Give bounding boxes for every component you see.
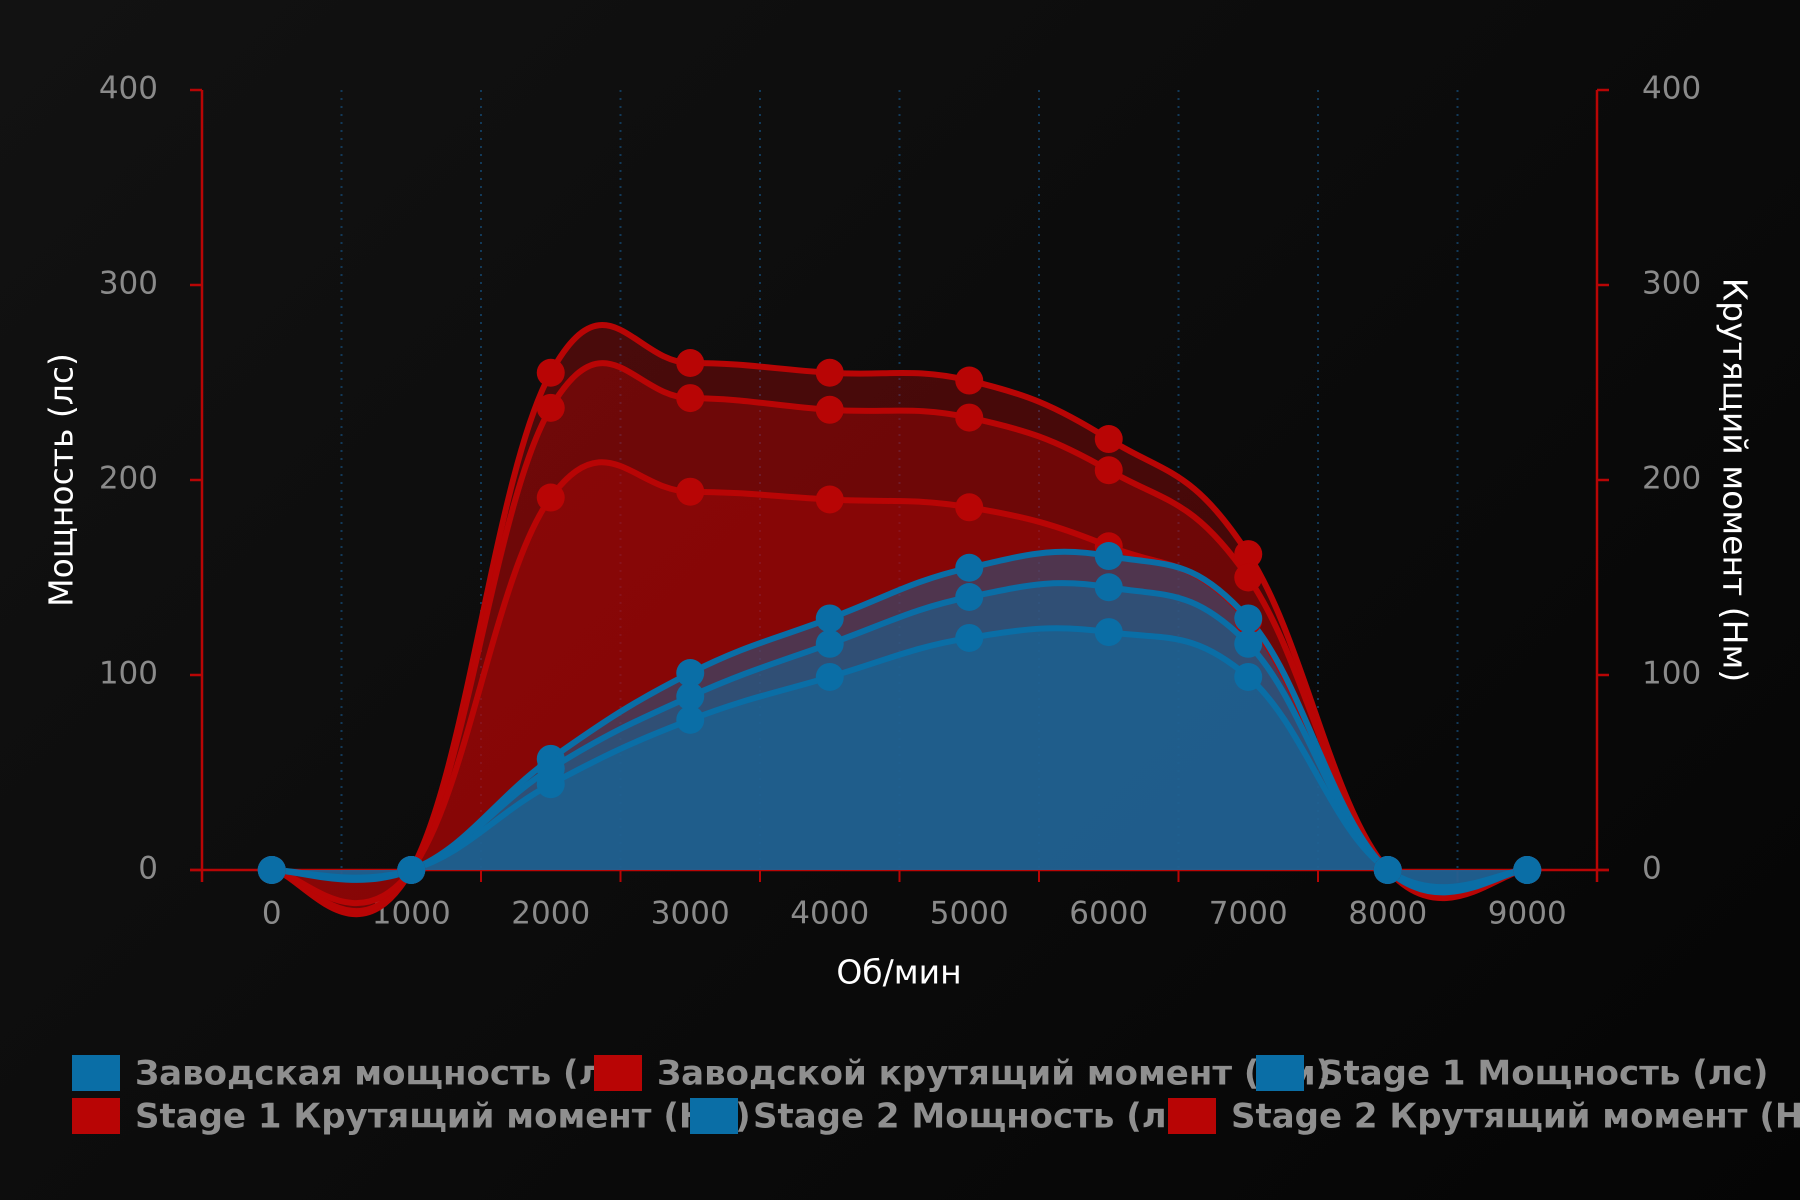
x-axis-title: Об/мин [836,953,961,992]
data-point [1234,563,1263,592]
series-line [271,580,1528,894]
y-tick-label: 100 [99,656,158,692]
data-point [1234,540,1263,569]
y-tick-label: 200 [99,461,158,497]
data-point [1094,425,1123,454]
data-point [1234,604,1263,633]
data-point [955,553,984,582]
data-point [676,477,705,506]
data-point [815,662,844,691]
legend-swatch [594,1055,642,1091]
x-tick-label: 4000 [790,896,869,932]
data-point [955,493,984,522]
legend-swatch [690,1098,738,1134]
data-point [1234,662,1263,691]
series-area [271,363,1528,912]
x-tick-label: 5000 [930,896,1009,932]
data-point [676,659,705,688]
x-tick-label: 2000 [511,896,590,932]
data-point [955,623,984,652]
y2-tick-label: 200 [1642,461,1701,497]
data-point [536,393,565,422]
data-point [1094,573,1123,602]
y2-tick-label: 400 [1642,71,1701,107]
x-tick-label: 0 [262,896,282,932]
legend-label: Stage 2 Крутящий момент (Нм) [1231,1097,1800,1137]
data-point [815,395,844,424]
series-area [271,551,1528,893]
data-point [815,629,844,658]
data-point [536,770,565,799]
data-point [815,358,844,387]
x-tick-label: 6000 [1069,896,1148,932]
data-point [536,483,565,512]
x-tick-label: 9000 [1488,896,1567,932]
series-area [271,628,1528,888]
data-point [955,403,984,432]
data-point [1094,618,1123,647]
data-point [257,856,286,884]
data-point [955,366,984,395]
data-point [955,583,984,611]
data-point [397,856,426,884]
x-tick-label: 7000 [1209,896,1288,932]
data-point [1513,856,1542,884]
y-tick-label: 0 [138,851,158,887]
data-point [676,349,705,377]
series-area [271,462,1528,904]
y2-tick-label: 300 [1642,266,1701,302]
legend-label: Stage 1 Крутящий момент (Нм) [135,1097,751,1137]
series-line [271,625,1528,891]
legend-label: Заводской крутящий момент (Нм) [657,1054,1331,1094]
y-axis-title: Мощность (лс) [42,353,81,607]
legend-swatch [72,1055,120,1091]
y-tick-label: 300 [99,266,158,302]
series-line [271,360,1528,914]
data-point [676,384,705,413]
series-area [271,583,1528,891]
legend-label: Заводская мощность (лс) [135,1054,639,1094]
legend-swatch [72,1098,120,1134]
data-point [1373,856,1402,884]
legend-swatch [1168,1098,1216,1134]
y2-axis-title: Крутящий момент (Нм) [1716,278,1755,682]
data-point [676,705,705,734]
series-line [271,548,1528,896]
x-tick-label: 3000 [651,896,730,932]
x-tick-label: 8000 [1348,896,1427,932]
data-point [1094,542,1123,571]
data-point [676,682,705,711]
data-point [815,604,844,633]
y2-tick-label: 0 [1642,851,1662,887]
data-point [1234,629,1263,658]
legend-swatch [1256,1055,1304,1091]
y-tick-label: 400 [99,71,158,107]
y2-tick-label: 100 [1642,656,1701,692]
data-point [536,358,565,387]
data-point [1094,456,1123,485]
legend-label: Stage 1 Мощность (лс) [1319,1054,1768,1094]
legend-label: Stage 2 Мощность (лс) [753,1097,1202,1137]
data-point [815,485,844,514]
